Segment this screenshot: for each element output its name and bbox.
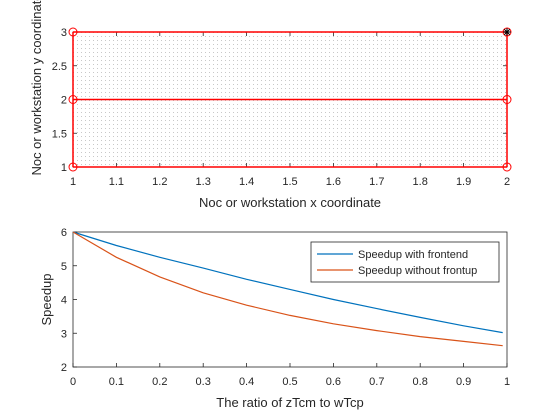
bottom-x-tick-label: 0.1	[109, 376, 124, 388]
bottom-y-axis-label: Speedup	[39, 273, 54, 325]
highlight-star-stroke	[503, 28, 511, 36]
bottom-x-tick-label: 0.7	[369, 376, 384, 388]
bottom-y-tick-label: 2	[61, 362, 67, 374]
speedup-line-chart: 0 0.1 0.2 0.3 0.4 0.5 0.6 0.7 0.8 0.9 1 2 3 4 5 6 The …	[39, 227, 510, 410]
bottom-x-tick-label: 1	[504, 376, 510, 388]
bottom-x-tick-label: 0	[70, 376, 76, 388]
top-x-tick-label: 1.2	[152, 176, 167, 188]
bottom-x-tick-label: 0.3	[196, 376, 211, 388]
network-node-marker	[68, 95, 78, 104]
bottom-x-tick-label: 0.4	[239, 376, 254, 388]
top-x-tick-label: 1	[70, 176, 76, 188]
network-node-marker	[502, 95, 512, 104]
network-nodes	[68, 27, 512, 172]
highlight-star-marker	[503, 28, 511, 36]
network-links	[72, 31, 508, 168]
bottom-y-tick-label: 6	[61, 227, 67, 239]
top-x-tick-label: 2	[504, 176, 510, 188]
bottom-x-tick-label: 0.9	[456, 376, 471, 388]
top-y-tick-label: 1	[61, 162, 67, 174]
top-x-tick-labels: 1 1.1 1.2 1.3 1.4 1.5 1.6 1.7 1.8 1.9 2	[70, 176, 510, 188]
legend: Speedup with frontend Speedup without fr…	[310, 241, 500, 283]
top-x-tick-label: 1.8	[413, 176, 428, 188]
top-x-tick-label: 1.9	[456, 176, 471, 188]
bottom-y-tick-label: 5	[61, 261, 67, 273]
speedup-series-lines	[72, 231, 503, 347]
top-x-tick-label: 1.4	[239, 176, 254, 188]
network-node-marker	[68, 27, 78, 37]
network-coordinate-plot: 1 1.1 1.2 1.3 1.4 1.5 1.6 1.7 1.8 1.9 2 11.522.53 …	[29, 0, 512, 210]
network-node-marker	[68, 162, 78, 172]
legend-label-frontend: Speedup with frontend	[358, 249, 468, 261]
top-x-tick-label: 1.7	[369, 176, 384, 188]
top-y-tick-label: 3	[61, 27, 67, 39]
top-x-tick-label: 1.1	[109, 176, 124, 188]
bottom-x-tick-label: 0.6	[326, 376, 341, 388]
bottom-y-tick-label: 3	[61, 328, 67, 340]
series-line-speedup-without-frontup	[72, 231, 503, 347]
bottom-y-tick-label: 4	[61, 295, 67, 307]
legend-box	[310, 241, 500, 283]
bottom-y-tick-labels: 2 3 4 5 6	[61, 227, 67, 374]
legend-label-frontup: Speedup without frontup	[358, 265, 477, 277]
top-y-tick-label: 2.5	[52, 61, 67, 73]
bottom-x-axis-label: The ratio of zTcm to wTcp	[216, 395, 363, 410]
bottom-x-tick-label: 0.2	[152, 376, 167, 388]
bottom-x-tick-label: 0.8	[413, 376, 428, 388]
bottom-x-tick-label: 0.5	[282, 376, 297, 388]
top-x-tick-label: 1.3	[196, 176, 211, 188]
bottom-x-tick-labels: 0 0.1 0.2 0.3 0.4 0.5 0.6 0.7 0.8 0.9 1	[70, 376, 510, 388]
bottom-axes-frame	[72, 231, 508, 368]
series-line-speedup-with-frontend	[72, 231, 503, 334]
network-node-marker	[502, 162, 512, 172]
top-x-tick-label: 1.5	[282, 176, 297, 188]
top-y-tick-labels: 1 1.5 2 2.5 3	[52, 27, 67, 174]
top-x-axis-label: Noc or workstation x coordinate	[199, 195, 381, 210]
top-x-tick-label: 1.6	[326, 176, 341, 188]
top-y-axis-label: Noc or workstation y coordinate	[29, 0, 44, 176]
top-y-tick-label: 1.5	[52, 128, 67, 140]
top-y-tick-label: 2	[61, 95, 67, 107]
